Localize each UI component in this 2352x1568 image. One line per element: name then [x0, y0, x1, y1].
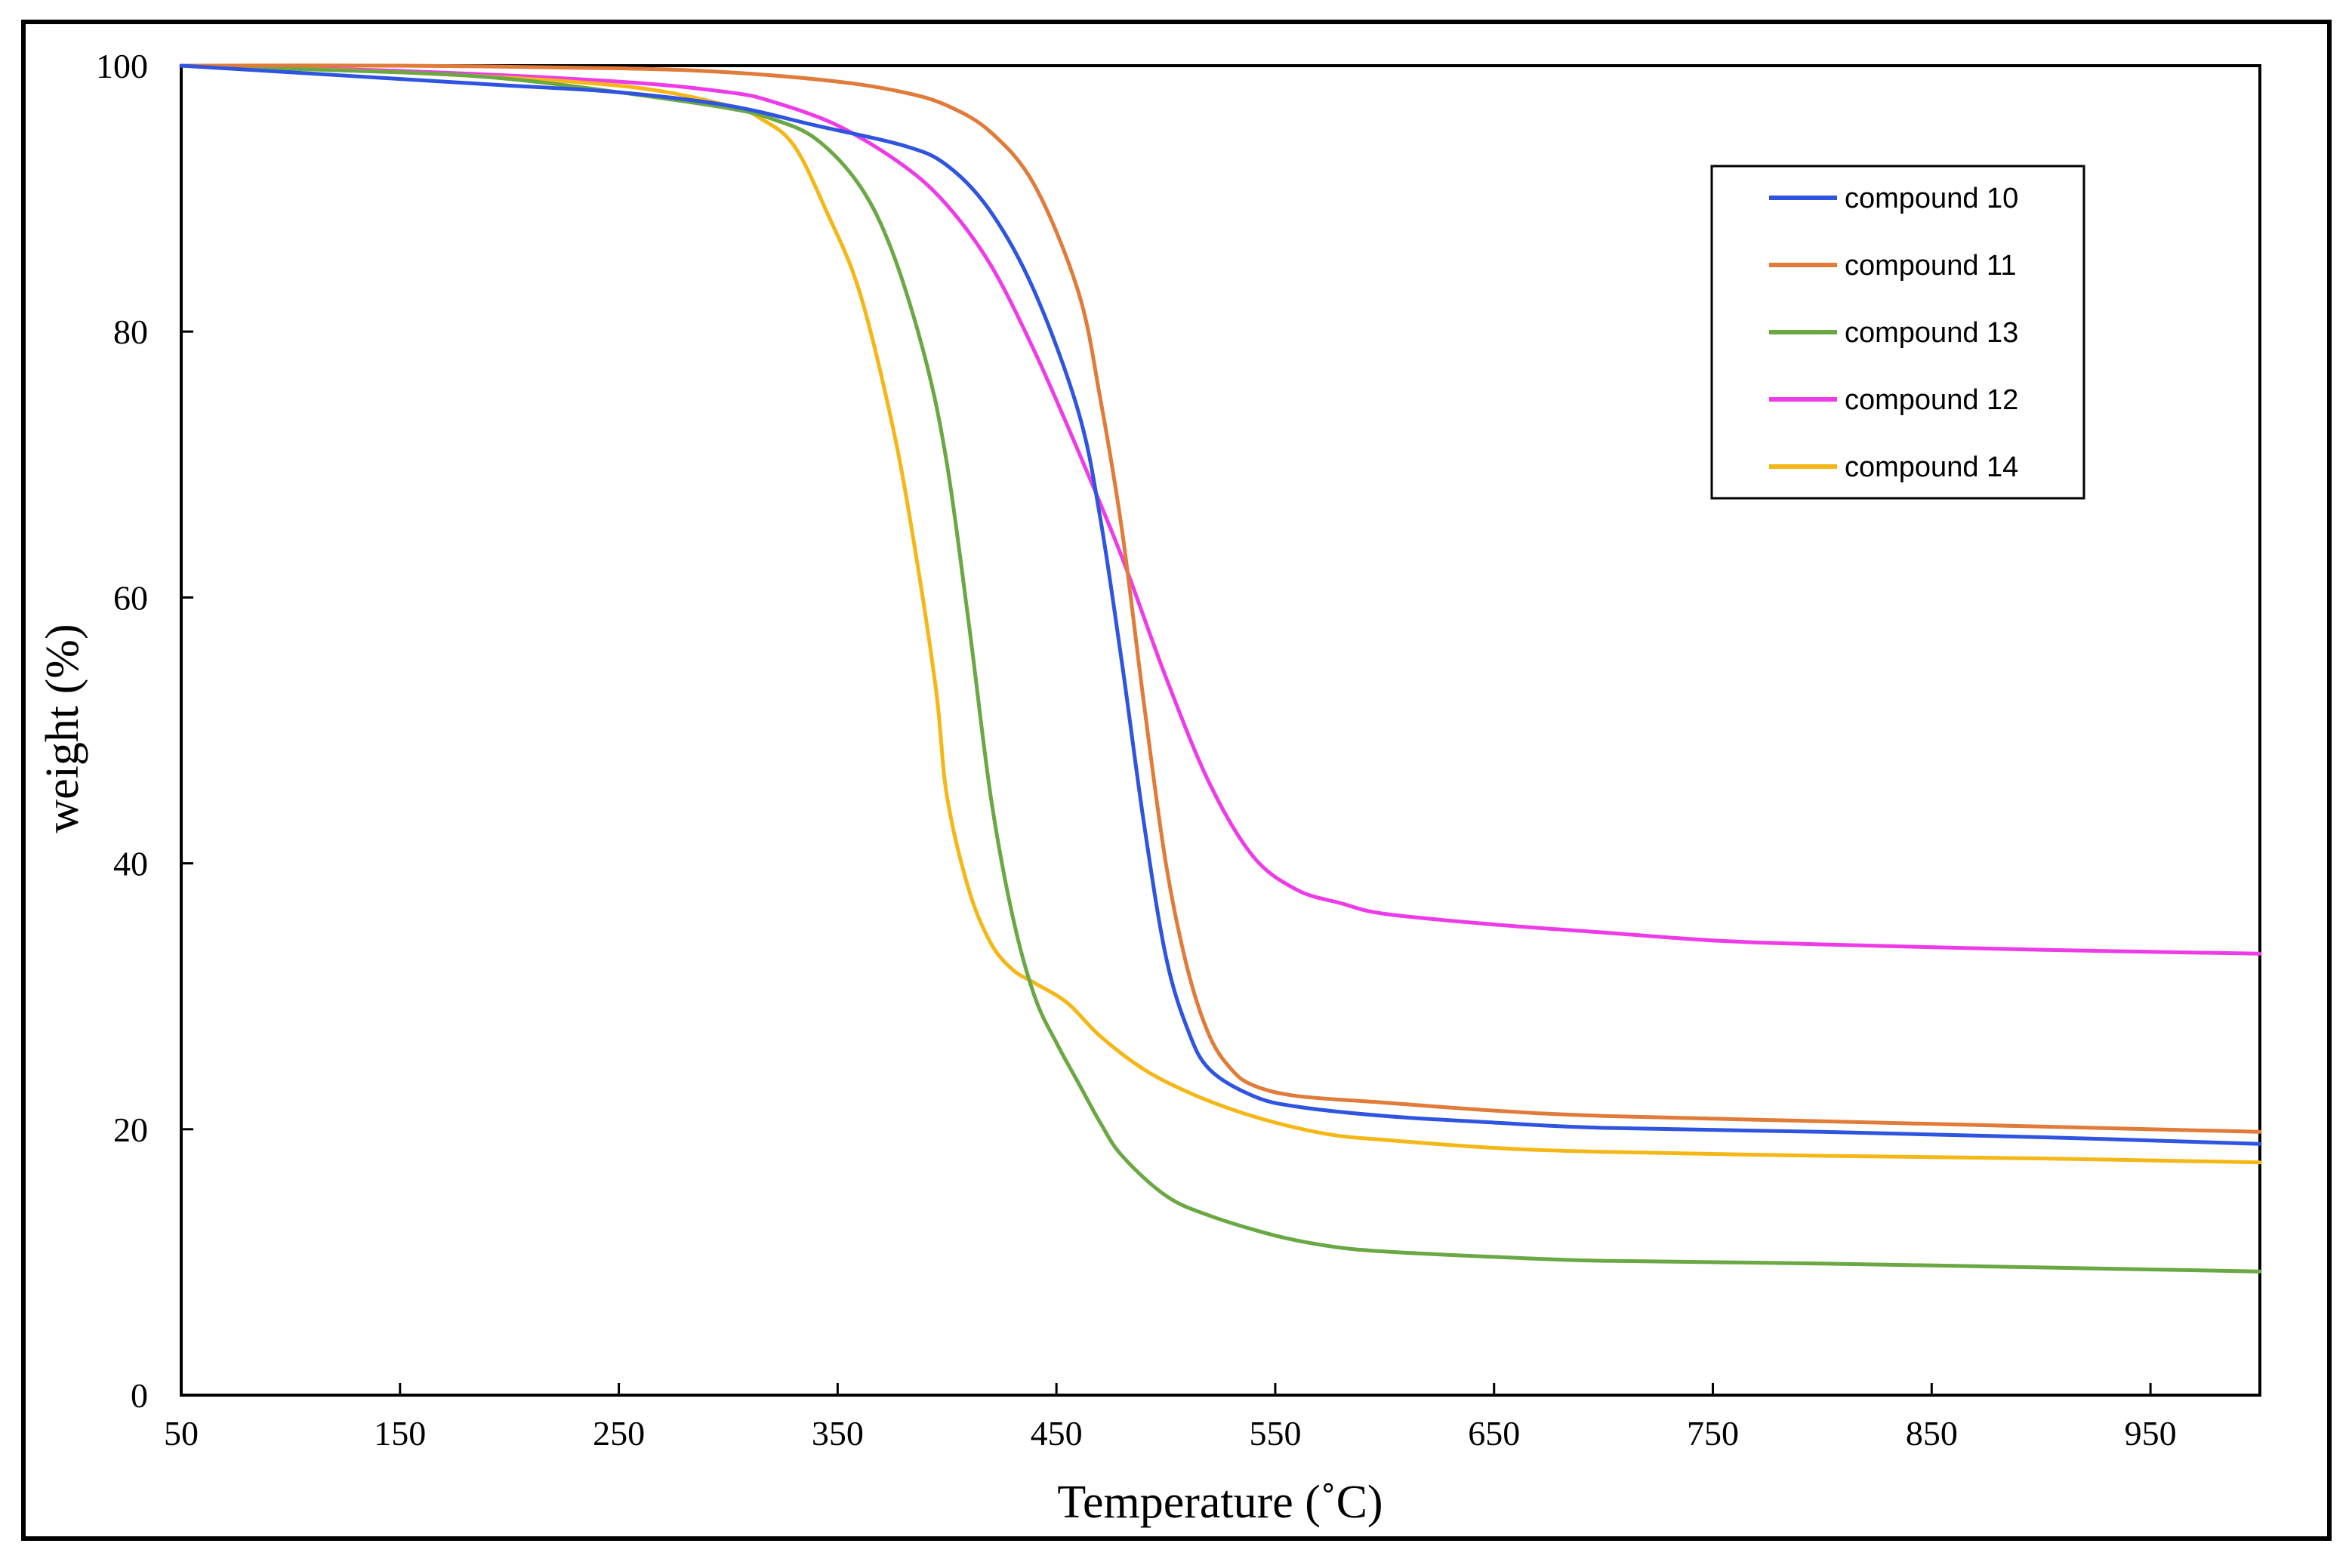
- legend-label-compound-12: compound 12: [1845, 384, 2018, 416]
- x-tick-label: 150: [374, 1414, 426, 1452]
- x-tick-label: 650: [1468, 1414, 1520, 1452]
- y-tick-label: 0: [131, 1376, 148, 1415]
- x-axis-ticks: 50 150 250 350 450 550 650 750 850 950: [164, 1383, 2177, 1452]
- legend: compound 10 compound 11 compound 13 compoun…: [1712, 166, 2084, 498]
- y-tick-label: 40: [113, 845, 148, 883]
- y-tick-label: 80: [113, 313, 148, 351]
- y-axis-ticks: 0 20 40 60 80 100: [96, 47, 193, 1415]
- x-tick-label: 350: [812, 1414, 864, 1452]
- x-axis-title: Temperature (˚C): [1057, 1477, 1383, 1528]
- legend-label-compound-14: compound 14: [1845, 451, 2018, 483]
- x-tick-label: 850: [1906, 1414, 1958, 1452]
- x-tick-label: 250: [593, 1414, 645, 1452]
- y-tick-label: 60: [113, 578, 148, 617]
- x-tick-label: 550: [1249, 1414, 1301, 1452]
- x-tick-label: 50: [164, 1414, 199, 1452]
- x-tick-label: 750: [1687, 1414, 1739, 1452]
- y-axis-title: weight (%): [37, 624, 88, 833]
- legend-label-compound-13: compound 13: [1845, 317, 2018, 349]
- legend-label-compound-11: compound 11: [1845, 250, 2016, 282]
- legend-label-compound-10: compound 10: [1845, 183, 2018, 214]
- x-tick-label: 450: [1031, 1414, 1083, 1452]
- y-tick-label: 20: [113, 1111, 148, 1149]
- tga-line-chart: 50 150 250 350 450 550 650 750 850 950 0 20 40 60 80 1…: [0, 0, 2352, 1568]
- x-tick-label: 950: [2125, 1414, 2177, 1452]
- y-tick-label: 100: [96, 47, 148, 85]
